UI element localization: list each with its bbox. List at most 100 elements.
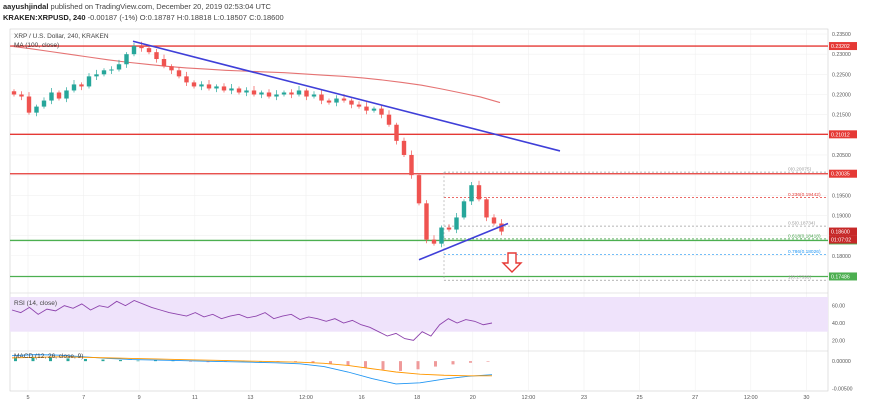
macd-hist-bar [119,360,122,362]
candle-body [11,91,17,95]
candle-body [319,94,324,101]
candle-body [259,92,264,95]
price-tag-label: 0.18600 [831,230,850,236]
candle-body [79,84,84,87]
y-tick-label: 0.20500 [832,153,851,159]
candle-body [266,92,272,97]
publish-info: published on TradingView.com, December 2… [50,2,271,11]
candle-body [491,217,497,224]
candle-body [364,106,369,111]
candle-body [229,88,234,91]
y-tick-label: 0.19000 [832,213,851,219]
candle-body [461,201,467,218]
x-tick-label: 12:00 [522,395,536,401]
price-chart[interactable]: 0(0.20075) 0.236(0.19442) 0.5(0.18734) 0.61… [0,27,870,403]
candle-body [469,185,474,202]
candle-body [386,114,392,125]
candle-body [86,76,92,87]
moving-average [9,45,501,104]
price-tag-label: 01:07:02 [831,238,851,244]
candle-body [431,239,437,244]
rsi-pane [10,292,828,341]
candle-body [34,106,39,113]
macd-label: MACD (12, 26, close, 9) [14,353,83,360]
rsi-label: RSI (14, close) [14,300,57,307]
fib-label: 0.5(0.18734) [788,221,816,227]
candle-body [214,86,219,89]
support-trendline [418,222,509,261]
ohlc-line: KRAKEN:XRPUSD, 240 -0.00187 (-1%) O:0.18… [3,13,284,22]
rsi-line [11,299,493,341]
candle-body [401,140,407,155]
candle-body [236,88,242,93]
macd-hist-bar [49,357,52,362]
candle-body [326,100,332,103]
candle-body [206,84,212,89]
y-tick-label: 0.23500 [832,32,851,38]
x-tick-label: 5 [26,395,29,401]
macd-pane [10,350,828,385]
macd-hist-bar [364,361,367,368]
x-tick-label: 23 [581,395,587,401]
macd-hist-bar [451,361,455,365]
y-tick-label: 0.23000 [832,52,851,58]
fib-retracement: 0(0.20075) 0.236(0.19442) 0.5(0.18734) 0.61… [443,167,826,281]
level-tag [829,42,857,51]
x-tick-label: 12:00 [744,395,758,401]
candle-body [64,90,69,99]
candle-body [349,100,354,105]
candle-body [281,92,287,95]
fib-label: 0.786(0.18026) [788,249,821,255]
candle-body [379,108,384,115]
candle-body [19,94,24,97]
candle-body [296,90,302,95]
fib-label: 0(0.20075) [788,167,812,173]
candle-body [199,84,204,87]
candle-body [184,76,189,83]
axes: 5 7 9 11 13 12:00 16 18 20 12:00 23 25 27 12:00 30 0.23… [26,32,857,401]
macd-hist-bar [329,361,332,364]
candle-body [251,90,257,95]
x-tick-label: 20 [470,395,476,401]
low-value: L:0.18507 [213,13,247,22]
level-tag-label: 0.23202 [831,44,850,50]
y-tick-label: 0.21500 [832,113,851,119]
candle-body [311,94,317,97]
chart-frame [9,28,829,392]
price-tag [829,235,857,244]
candle-body [304,90,309,97]
change-value: -0.00187 (-1%) [87,13,138,22]
candle-body [439,227,444,244]
publisher-line: aayushjindal published on TradingView.co… [3,2,271,11]
macd-hist-bar [189,361,192,362]
candle-body [146,48,152,53]
publisher-user[interactable]: aayushjindal [3,2,49,11]
candle-body [416,175,422,204]
candle-body [454,217,459,230]
macd-hist-bar [381,361,385,370]
candle-body [191,82,197,87]
candle-body [274,94,279,97]
fib-label: 1(0.17393) [788,275,812,281]
candle-body [124,54,129,65]
candle-body [394,124,399,141]
trendlines[interactable] [132,40,561,273]
candle-body [341,98,347,101]
x-tick-label: 30 [803,395,809,401]
candle-body [446,227,452,230]
macd-hist-bar [101,359,105,362]
candle-body [424,203,429,240]
ma-label: MA (100, close) [14,42,59,49]
macd-hist-bar [154,360,157,362]
fib-label: 0.618(0.18418) [788,233,821,239]
candle-body [371,108,377,111]
level-tag-label: 0.17486 [831,274,850,280]
x-tick-label: 7 [82,395,85,401]
rsi-tick-label: 20.00 [832,338,845,344]
x-tick-label: 13 [247,395,253,401]
y-tick-label: 0.18000 [832,254,851,260]
candle-body [154,52,159,60]
candle-body [334,98,339,103]
candle-body [109,69,114,71]
level-tag-label: 0.20035 [831,172,850,178]
